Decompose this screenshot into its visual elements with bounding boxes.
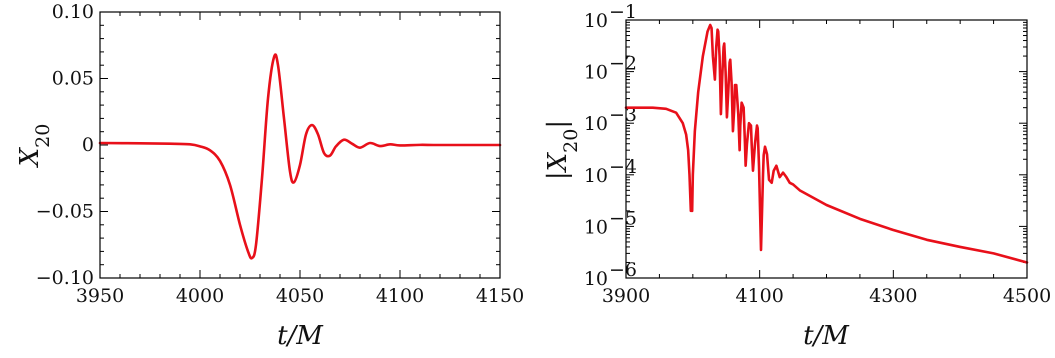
right-xtick-label: 3900 bbox=[602, 285, 650, 307]
right-ylabel: |X20| bbox=[543, 120, 582, 180]
abs-x20-series-line bbox=[624, 23, 1029, 264]
right-ytick-label: 10 bbox=[584, 216, 608, 238]
left-ylabel: X20 bbox=[15, 124, 54, 169]
right-xlabel: t/M bbox=[803, 321, 850, 351]
left-xtick-label: 3950 bbox=[76, 285, 124, 307]
x20-series-line bbox=[98, 53, 502, 260]
right-xtick-label: 4100 bbox=[735, 285, 783, 307]
left-xlabel: t/M bbox=[277, 321, 324, 351]
right-xtick-label: 4300 bbox=[869, 285, 917, 307]
right-chart: 3900 4100 4300 450010−610−510−410−310−210−1… bbox=[543, 1, 1051, 351]
left-ytick-label: 0.05 bbox=[52, 68, 94, 90]
right-ytick-label: 10 bbox=[584, 268, 608, 290]
right-ytick-exponent: −6 bbox=[609, 259, 637, 281]
right-ytick-label: 10 bbox=[584, 10, 608, 32]
left-ytick-label: −0.10 bbox=[36, 267, 94, 289]
left-chart: 3950 4000 4050 4100 4150−0.10−0.0500.050.10 … bbox=[15, 1, 524, 351]
left-plot-frame bbox=[99, 11, 501, 279]
right-ytick-exponent: −5 bbox=[609, 207, 637, 229]
right-ytick-label: 10 bbox=[584, 113, 608, 135]
right-xlabel-text: t/M bbox=[803, 321, 850, 351]
left-xtick-label: 4150 bbox=[476, 285, 524, 307]
right-ytick-label: 10 bbox=[584, 62, 608, 84]
left-ytick-label: 0.10 bbox=[52, 1, 94, 23]
left-xtick-label: 4000 bbox=[176, 285, 224, 307]
right-ytick-exponent: −3 bbox=[609, 104, 637, 126]
left-ytick-label: 0 bbox=[82, 134, 94, 156]
left-xtick-label: 4050 bbox=[276, 285, 324, 307]
right-xtick-label: 4500 bbox=[1003, 285, 1051, 307]
right-ytick-exponent: −4 bbox=[609, 156, 637, 178]
left-xtick-label: 4100 bbox=[376, 285, 424, 307]
right-ytick-exponent: −2 bbox=[609, 53, 637, 75]
right-ytick-label: 10 bbox=[584, 165, 608, 187]
right-ytick-exponent: −1 bbox=[609, 1, 637, 23]
left-ytick-label: −0.05 bbox=[36, 201, 94, 223]
left-xlabel-text: t/M bbox=[277, 321, 324, 351]
right-plot-frame bbox=[625, 19, 1028, 279]
